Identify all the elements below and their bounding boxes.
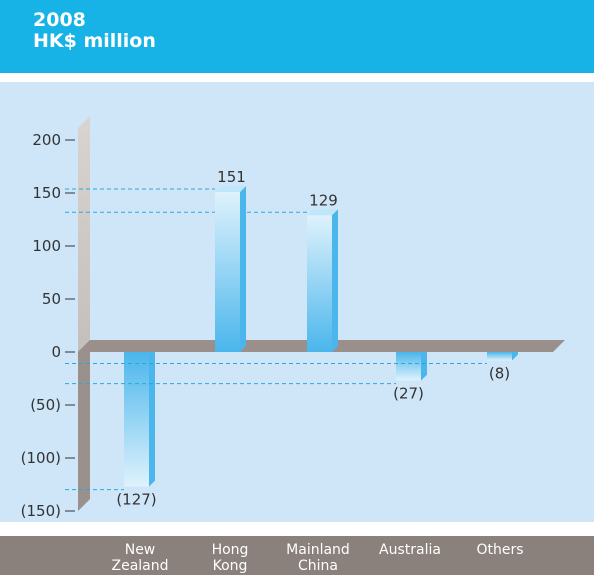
category-label: China — [298, 558, 338, 574]
guide-lines — [65, 188, 487, 491]
data-label: (27) — [393, 385, 424, 403]
y-tick-label: 50 — [42, 290, 61, 308]
bar-front — [215, 191, 240, 352]
y-axis: 200 150 100 50 0 (50) (100) (150) — [21, 131, 75, 520]
y-tick-label: 200 — [32, 131, 61, 149]
bar-front — [124, 352, 149, 487]
bar-front — [396, 352, 421, 381]
bar-top — [215, 185, 246, 192]
category-label: Zealand — [111, 558, 168, 574]
category-label: Mainland — [286, 542, 350, 558]
data-label: 129 — [309, 191, 338, 209]
category-label: Others — [476, 542, 523, 558]
data-label: (8) — [489, 364, 510, 382]
bar-side — [332, 209, 338, 352]
bar-front — [307, 215, 332, 352]
category-band — [0, 536, 594, 575]
data-label: (127) — [116, 491, 156, 509]
category-label: Australia — [379, 542, 441, 558]
category-label: New — [125, 542, 156, 558]
y-tick-label: (50) — [30, 396, 61, 414]
data-labels: (127) 151 129 (27) (8) — [116, 168, 510, 509]
data-label: 151 — [217, 168, 246, 186]
bar-side — [240, 185, 246, 352]
y-tick-label: 100 — [32, 237, 61, 255]
bar-side — [149, 346, 155, 487]
category-label: Kong — [213, 558, 248, 574]
plot-background — [0, 82, 594, 522]
positive-bars — [215, 185, 338, 352]
y-tick-label: (100) — [21, 449, 61, 467]
wall-lower-face — [78, 340, 90, 511]
chart-wall — [78, 116, 90, 511]
header-band — [0, 0, 594, 73]
bar — [307, 209, 338, 352]
category-label: Hong — [212, 542, 249, 558]
bar — [215, 185, 246, 352]
header-year: 2008 — [33, 9, 86, 31]
y-tick-label: 150 — [32, 184, 61, 202]
chart-header: 2008 HK$ million — [0, 0, 594, 73]
bar-front — [487, 352, 512, 361]
y-tick-label: (150) — [21, 502, 61, 520]
y-tick-label: 0 — [51, 343, 61, 361]
bar-top — [307, 209, 338, 216]
header-unit: HK$ million — [33, 30, 156, 52]
bar — [124, 346, 155, 487]
